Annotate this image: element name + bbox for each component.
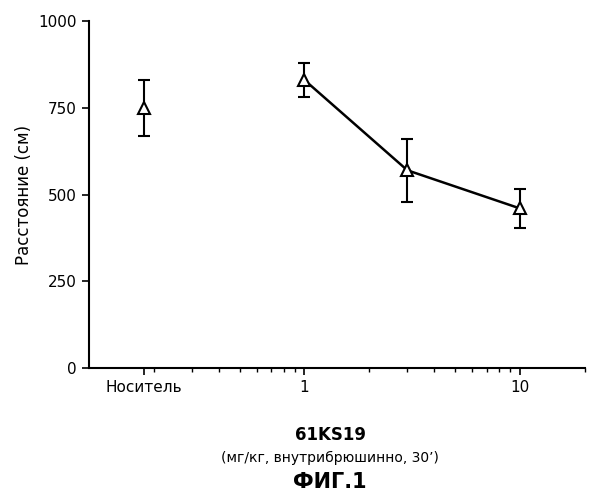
Text: ФИГ.1: ФИГ.1 bbox=[293, 472, 367, 492]
Text: 61KS19: 61KS19 bbox=[295, 426, 365, 444]
Y-axis label: Расстояние (см): Расстояние (см) bbox=[15, 124, 33, 264]
Text: (мг/кг, внутрибрюшинно, 30’): (мг/кг, внутрибрюшинно, 30’) bbox=[221, 450, 439, 464]
